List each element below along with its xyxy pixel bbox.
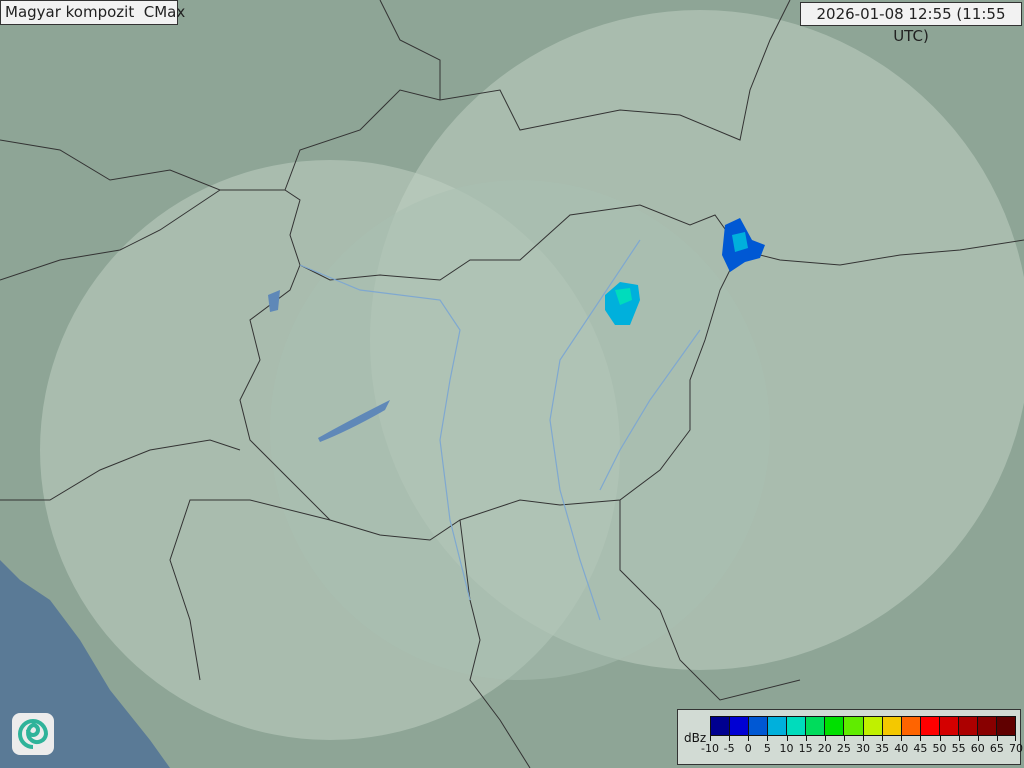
legend-tick: [729, 736, 731, 741]
legend-label: 30: [856, 742, 870, 755]
legend-label: 35: [875, 742, 890, 755]
legend-tick: [996, 736, 998, 741]
legend-tick: [1015, 736, 1016, 741]
legend-swatch: [996, 717, 1015, 735]
legend-label: -5: [723, 742, 735, 755]
legend-label: 25: [836, 742, 851, 755]
legend-label: 60: [970, 742, 985, 755]
legend-swatch: [749, 717, 769, 735]
legend-tick: [824, 736, 826, 741]
legend-swatch: [730, 717, 750, 735]
radar-echoes: [605, 218, 765, 325]
dbz-legend: dBz -10 -5 0 5 10 15 20 25 30 35 40 45 50 55 60 65 70: [677, 709, 1023, 765]
legend-label: 15: [798, 742, 813, 755]
radar-coverage-center: [270, 180, 770, 680]
lake-balaton: [318, 400, 390, 442]
legend-swatch: [844, 717, 864, 735]
legend-swatch: [787, 717, 807, 735]
legend-tick: [786, 736, 788, 741]
legend-label: 65: [989, 742, 1004, 755]
legend-label: 45: [913, 742, 928, 755]
legend-ticks: [710, 736, 1016, 742]
legend-label: 20: [817, 742, 832, 755]
echo-cell-2-core: [732, 232, 748, 252]
legend-label: 0: [744, 742, 752, 755]
legend-tick: [863, 736, 864, 741]
legend-swatch: [939, 717, 959, 735]
legend-swatch: [711, 717, 731, 735]
legend-tick: [958, 736, 960, 741]
legend-swatch: [863, 717, 883, 735]
legend-label: -10: [701, 742, 719, 755]
legend-tick: [977, 736, 979, 741]
lake-neusiedl: [268, 290, 280, 312]
legend-swatch: [977, 717, 997, 735]
legend-tick: [805, 736, 807, 741]
rivers: [299, 239, 701, 621]
legend-label: 10: [779, 742, 794, 755]
legend-tick: [882, 736, 884, 741]
legend-label: 50: [932, 742, 947, 755]
legend-swatch: [768, 717, 788, 735]
legend-unit: dBz: [684, 731, 707, 745]
legend-label: 5: [763, 742, 771, 755]
legend-label: 70: [1009, 742, 1023, 755]
legend-swatch: [825, 717, 845, 735]
legend-tick: [939, 736, 941, 741]
timestamp: 2026-01-08 12:55 (11:55 UTC): [800, 2, 1022, 45]
legend-color-bar: [710, 716, 1016, 736]
legend-tick: [748, 736, 750, 741]
legend-tick: [843, 736, 845, 741]
legend-label: 55: [951, 742, 966, 755]
legend-swatch: [882, 717, 902, 735]
legend-swatch: [958, 717, 978, 735]
legend-label: 40: [894, 742, 909, 755]
swirl-logo-icon: [12, 713, 54, 755]
legend-swatch: [901, 717, 921, 735]
map-title: Magyar kompozit CMax: [0, 0, 185, 25]
legend-tick: [710, 736, 711, 741]
legend-swatch: [806, 717, 826, 735]
legend-swatch: [920, 717, 940, 735]
legend-tick: [767, 736, 769, 741]
echo-cell-1-core: [615, 288, 632, 305]
legend-tick: [920, 736, 922, 741]
legend-tick: [901, 736, 903, 741]
